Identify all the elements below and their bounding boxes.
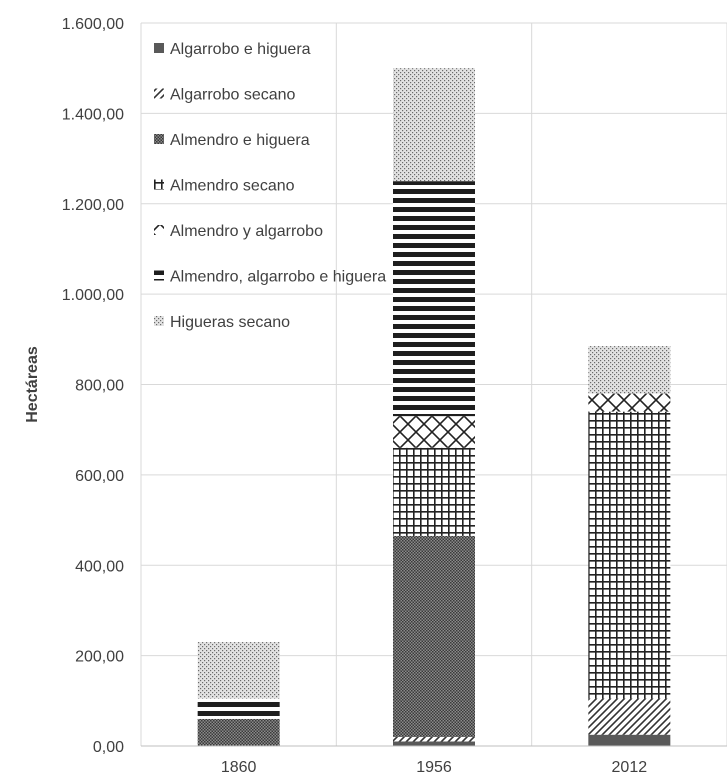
legend-swatch <box>154 316 164 326</box>
legend-label: Algarrobo secano <box>170 87 296 104</box>
y-tick-label: 1.000,00 <box>62 287 124 304</box>
bar-segment-2012-0 <box>588 734 671 746</box>
bar-segment-1860-5 <box>197 698 280 719</box>
bars <box>197 68 671 746</box>
bar-segment-2012-6 <box>588 346 671 394</box>
legend-swatch <box>154 270 164 281</box>
bar-segment-2012-4 <box>588 393 671 412</box>
y-tick-label: 800,00 <box>75 378 124 395</box>
x-tick-label: 2012 <box>612 759 648 776</box>
bar-segment-2012-3 <box>588 411 671 699</box>
legend-swatch <box>154 88 164 99</box>
y-tick-label: 1.200,00 <box>62 197 124 214</box>
legend-swatch <box>154 134 164 144</box>
legend-label: Almendro y algarrobo <box>170 223 323 240</box>
bar-segment-1956-6 <box>393 68 475 182</box>
legend: Algarrobo e higuera Algarrobo secano Almen… <box>154 41 386 331</box>
legend-swatch <box>154 179 164 190</box>
axes: 0,00 200,00 400,00 600,00 800,00 1.000,00 1.20… <box>24 16 727 776</box>
bar-segment-2012-1 <box>588 698 671 735</box>
bar-segment-1956-4 <box>393 416 475 448</box>
bar-segment-1956-5 <box>393 181 475 417</box>
legend-label: Higueras secano <box>170 314 290 331</box>
y-tick-label: 200,00 <box>75 649 124 666</box>
legend-swatch <box>154 43 164 53</box>
x-tick-label: 1956 <box>416 759 452 776</box>
legend-label: Algarrobo e higuera <box>170 41 311 58</box>
y-tick-label: 400,00 <box>75 558 124 575</box>
legend-label: Almendro e higuera <box>170 132 310 149</box>
bar-segment-1860-2 <box>197 718 280 746</box>
y-axis-title: Hectáreas <box>24 346 41 423</box>
bar-segment-1860-6 <box>197 642 280 699</box>
bar-segment-1956-3 <box>393 447 475 536</box>
bar-segment-1956-1 <box>393 736 475 742</box>
bar-segment-1956-0 <box>393 741 475 746</box>
y-tick-label: 600,00 <box>75 468 124 485</box>
legend-swatch <box>154 225 164 235</box>
y-tick-label: 1.600,00 <box>62 16 124 33</box>
y-tick-label: 1.400,00 <box>62 106 124 123</box>
legend-label: Almendro secano <box>170 178 295 195</box>
bar-segment-1956-2 <box>393 535 475 737</box>
legend-label: Almendro, algarrobo e higuera <box>170 269 386 286</box>
x-tick-label: 1860 <box>221 759 257 776</box>
y-tick-label: 0,00 <box>93 739 124 756</box>
